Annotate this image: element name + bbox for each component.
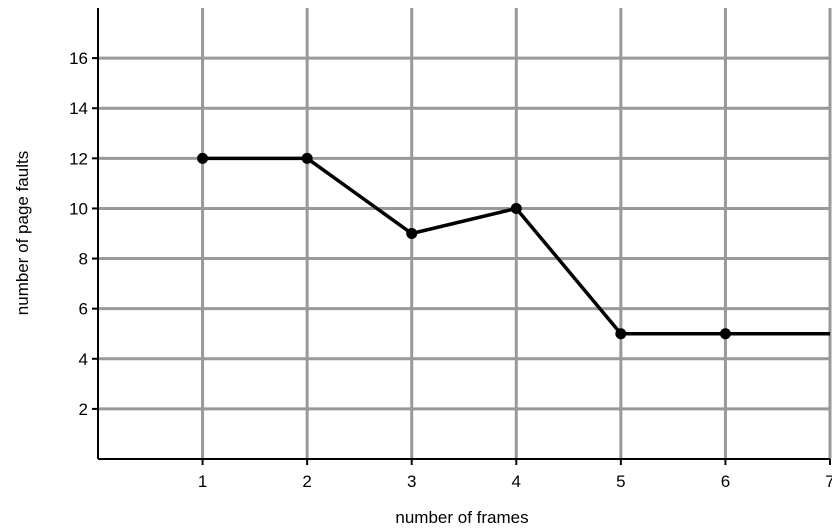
data-point-5 — [615, 328, 627, 340]
y-tick-label-14: 14 — [69, 99, 88, 118]
data-point-3 — [406, 228, 418, 239]
y-tick-label-16: 16 — [69, 49, 88, 68]
data-point-4 — [510, 202, 522, 214]
x-tick-label-7: 7 — [825, 472, 832, 491]
axes — [97, 8, 830, 460]
data-point-6 — [719, 328, 731, 340]
y-tick-label-6: 6 — [79, 300, 88, 319]
data-point-2 — [301, 152, 313, 164]
x-tick-label-2: 2 — [302, 472, 311, 491]
y-tick-label-2: 2 — [79, 400, 88, 419]
x-tick-label-1: 1 — [198, 472, 207, 491]
y-axis-title: number of page faults — [13, 151, 32, 315]
x-axis-title: number of frames — [395, 508, 528, 527]
y-tick-label-8: 8 — [79, 250, 88, 269]
y-tick-label-12: 12 — [69, 149, 88, 168]
x-tick-label-4: 4 — [512, 472, 521, 491]
grid — [98, 8, 832, 459]
x-tick-label-5: 5 — [616, 472, 625, 491]
y-tick-label-4: 4 — [79, 350, 88, 369]
data-point-1 — [197, 152, 209, 164]
series — [197, 152, 830, 340]
y-tick-label-10: 10 — [69, 199, 88, 218]
x-tick-label-3: 3 — [407, 472, 416, 491]
x-tick-label-6: 6 — [721, 472, 730, 491]
